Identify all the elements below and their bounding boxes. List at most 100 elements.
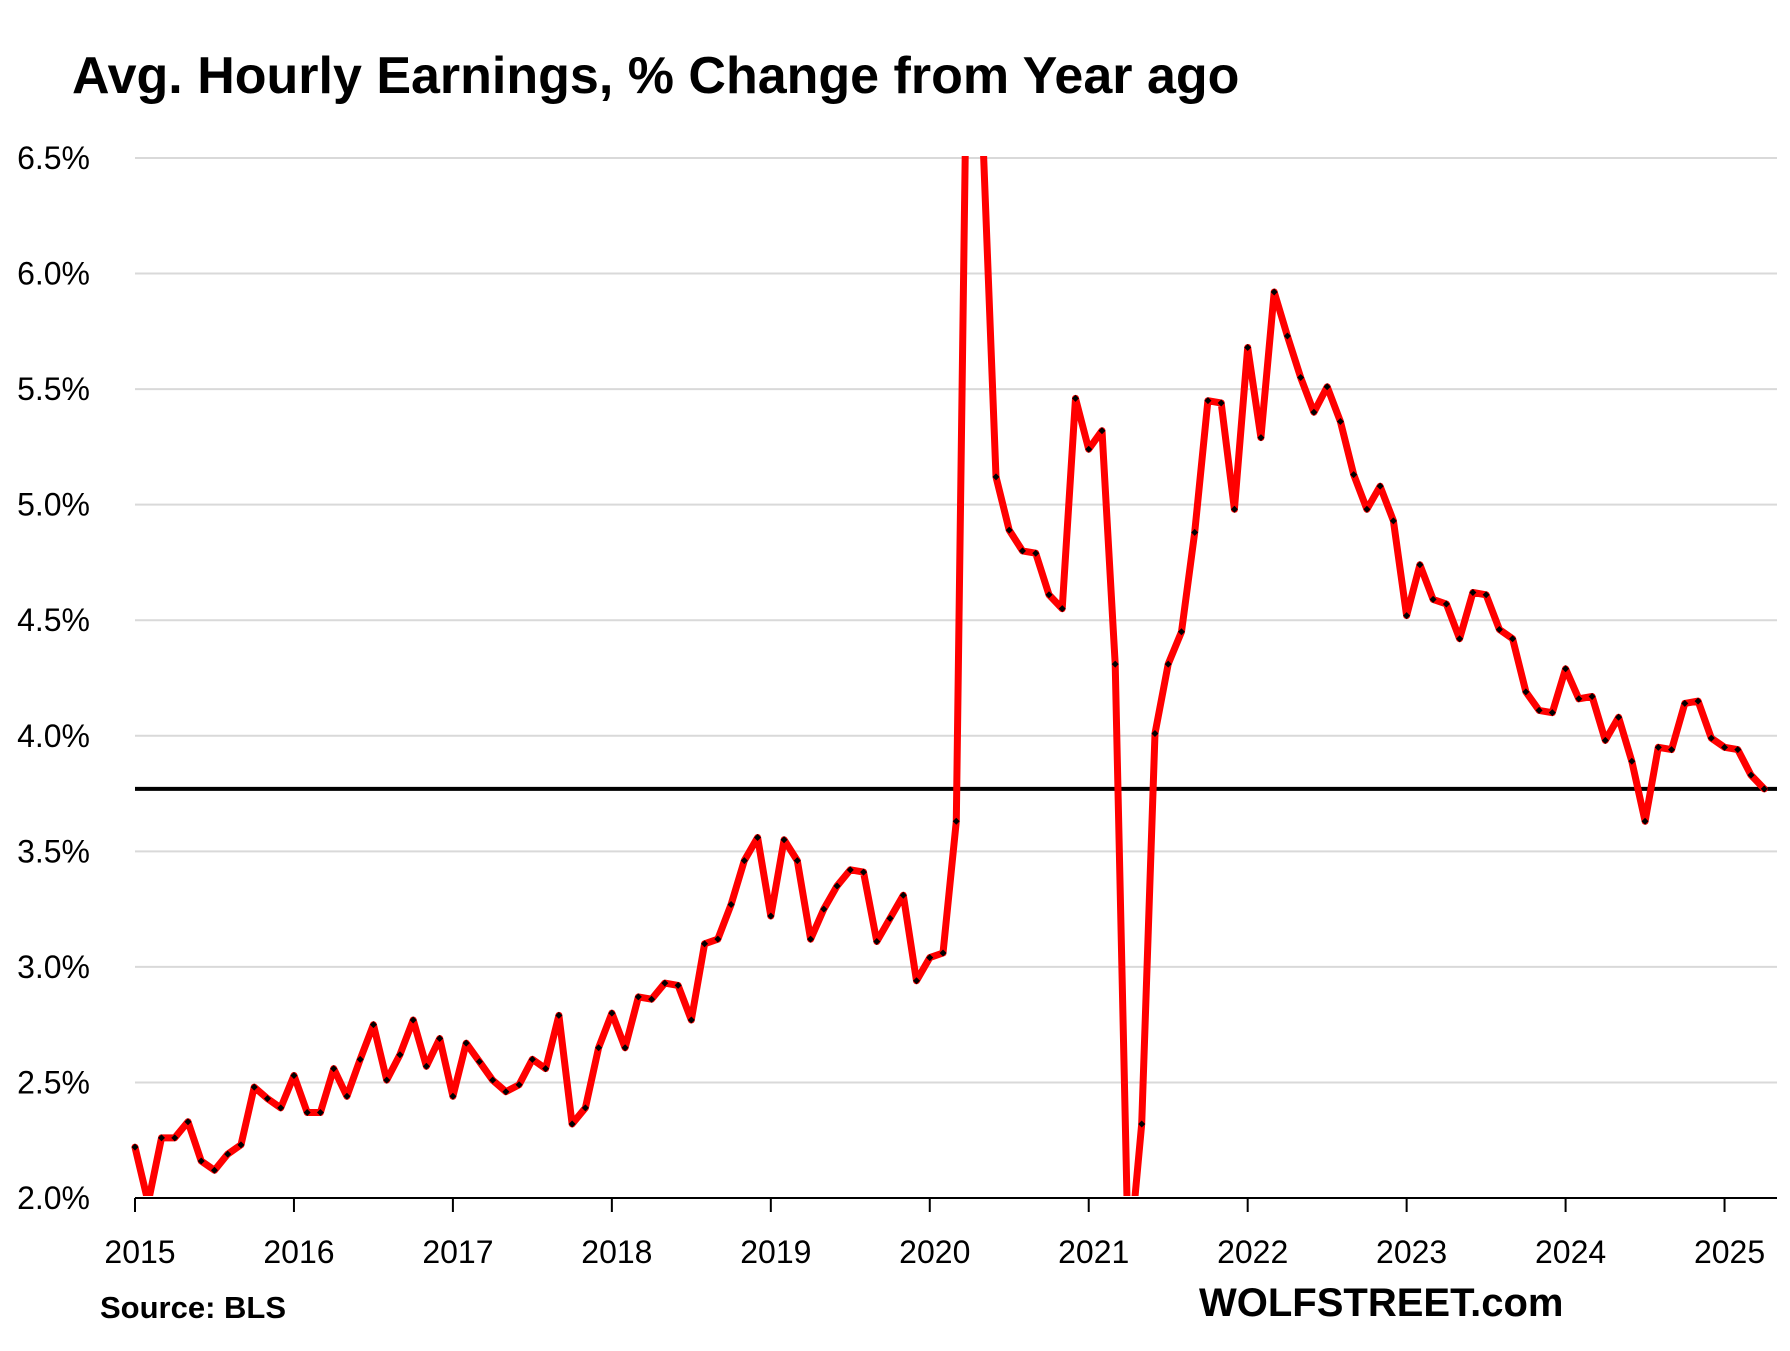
data-point [343,1092,351,1100]
data-point [1270,288,1278,296]
data-point [1111,660,1119,668]
data-point [1707,734,1715,742]
data-point [833,882,841,890]
data-point [1628,757,1636,765]
data-point [1429,595,1437,603]
data-point [1151,729,1159,737]
data-point [1668,746,1676,754]
data-point [1018,547,1026,555]
data-point [303,1108,311,1116]
data-point [1191,528,1199,536]
data-point [701,940,709,948]
y-axis-labels: 2.0% 2.5% 3.0% 3.5% 4.0% 4.5% 5.0% 5.5% 6.0% 6.5% [17,140,90,1216]
data-point [475,1058,483,1066]
data-point [290,1072,298,1080]
data-point [1363,505,1371,513]
data-point [383,1076,391,1084]
data-point [1376,482,1384,490]
data-point [1204,397,1212,405]
series-group [131,156,1768,1196]
data-point [157,1134,165,1142]
data-point [1071,394,1079,402]
data-point [767,912,775,920]
x-tick-label: 2020 [899,1234,970,1270]
x-tick-label: 2015 [104,1234,175,1270]
data-point [740,857,748,865]
data-point [184,1118,192,1126]
data-point [1495,625,1503,633]
x-tick-label: 2021 [1058,1234,1129,1270]
data-point [277,1104,285,1112]
data-point [250,1083,258,1091]
data-point [1164,660,1172,668]
data-point [1721,743,1729,751]
data-point [356,1055,364,1063]
data-point [396,1051,404,1059]
source-label: Source: BLS [100,1290,287,1325]
data-point [621,1044,629,1052]
data-point [1032,549,1040,557]
x-tick-label: 2019 [740,1234,811,1270]
data-point [1085,445,1093,453]
data-point [1310,408,1318,416]
data-point [210,1166,218,1174]
data-point [224,1150,232,1158]
data-point [489,1076,497,1084]
x-tick-label: 2025 [1694,1234,1765,1270]
data-point [1601,736,1609,744]
data-point [462,1039,470,1047]
data-point [263,1095,271,1103]
data-point [1641,817,1649,825]
data-point [1522,688,1530,696]
x-axis-labels: 2015 2016 2017 2018 2019 2020 2021 2022 2023 2024… [104,1234,1765,1270]
data-point [1588,692,1596,700]
data-point [1257,434,1265,442]
data-point [687,1016,695,1024]
data-point [1005,526,1013,534]
data-point [197,1157,205,1165]
data-point [449,1092,457,1100]
data-point [1323,383,1331,391]
data-point [171,1134,179,1142]
data-point [714,935,722,943]
data-point [502,1088,510,1096]
x-tick-label: 2018 [581,1234,652,1270]
data-point [1389,517,1397,525]
data-point [1482,591,1490,599]
data-point [369,1021,377,1029]
data-point [1336,417,1344,425]
data-point [939,949,947,957]
data-point [436,1035,444,1043]
data-point [873,937,881,945]
data-point [1403,612,1411,620]
y-tick-label: 3.5% [17,833,90,869]
data-point [1681,699,1689,707]
data-point [555,1011,563,1019]
data-point [1297,374,1305,382]
data-point [674,981,682,989]
data-point [595,1044,603,1052]
data-point [581,1104,589,1112]
data-point [992,473,1000,481]
y-tick-label: 5.5% [17,371,90,407]
x-tick-label: 2022 [1217,1234,1288,1270]
y-tick-label: 3.0% [17,949,90,985]
y-tick-label: 6.0% [17,256,90,292]
data-point [1734,746,1742,754]
data-point [860,868,868,876]
y-tick-label: 4.5% [17,602,90,638]
data-point [1469,588,1477,596]
data-point [568,1120,576,1128]
chart-title: Avg. Hourly Earnings, % Change from Year… [72,47,1240,105]
data-point [1548,709,1556,717]
data-point [979,131,986,138]
data-point [1575,695,1583,703]
data-point [1694,697,1702,705]
data-point [899,891,907,899]
data-point [1535,706,1543,714]
data-point [820,905,828,913]
data-point [145,1199,152,1206]
data-point [515,1081,523,1089]
y-tick-label: 6.5% [17,140,90,176]
data-point [528,1055,536,1063]
